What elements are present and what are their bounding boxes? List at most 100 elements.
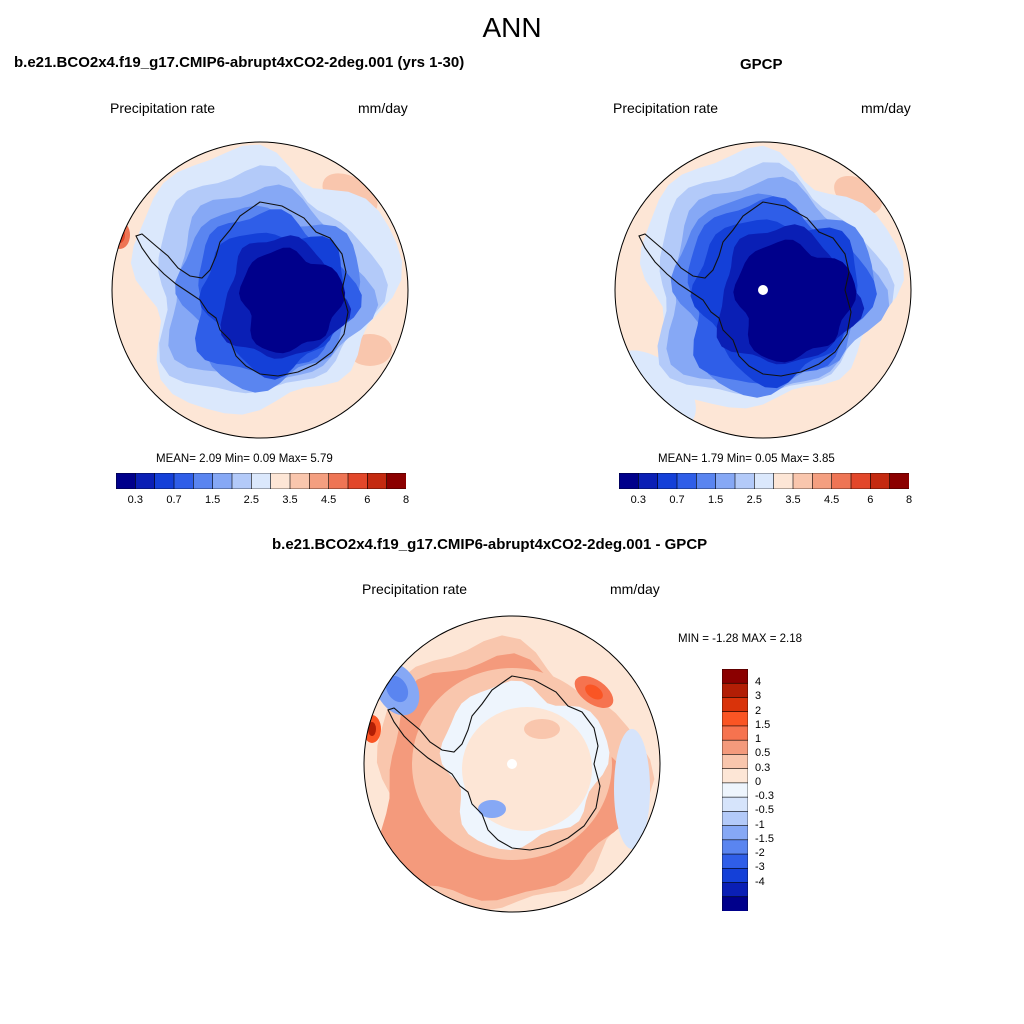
panel-1-colorbar-box: [328, 473, 349, 489]
panel-3-colorbar-box: [722, 711, 748, 727]
panel-3-colorbar-box: [722, 768, 748, 784]
panel-2-pole-missing: [758, 285, 768, 295]
panel-2-stats: MEAN= 1.79 Min= 0.05 Max= 3.85: [658, 453, 835, 465]
panel-1-colorbar-box: [212, 473, 233, 489]
panel-3-variable-label: Precipitation rate: [362, 581, 468, 597]
panel-2-colorbar-box: [754, 473, 775, 489]
panel-3-colorbar-tick-label: 1: [755, 733, 762, 746]
panel-1-antarctica-coastline: [135, 201, 349, 377]
panel-1-colorbar-box: [386, 473, 406, 489]
panel-2-colorbar-box: [619, 473, 640, 489]
panel-3-colorbar-tick-label: 4: [755, 676, 762, 689]
panel-2-colorbar: [619, 473, 909, 489]
panel-2-title: GPCP: [740, 56, 783, 73]
panel-1-colorbar-ticks: 0.3 0.7 1.5 2.5 3.5 4.5 6 8: [116, 494, 409, 508]
panel-2-units-label: mm/day: [861, 100, 911, 116]
panel-2-colorbar-box: [657, 473, 678, 489]
panel-2-colorbar-box: [792, 473, 814, 489]
panel-3-polar-map: [363, 615, 661, 913]
panel-3-colorbar-box: [722, 811, 748, 827]
panel-3-precip-field: [585, 684, 603, 700]
panel-1-stats: MEAN= 2.09 Min= 0.09 Max= 5.79: [156, 453, 333, 465]
panel-3-colorbar-box: [722, 867, 748, 884]
panel-3-colorbar-tick-label: -1: [755, 818, 765, 831]
panel-1-colorbar-box: [231, 473, 253, 489]
panel-2-colorbar-box: [734, 473, 756, 489]
panel-1-colorbar-tick-label: 4.5: [321, 494, 337, 506]
panel-2-colorbar-box: [676, 473, 698, 489]
panel-3-colorbar-ticks: 4 3 2 1.5 1 0.5 0.3 0 -0.3 -0.5 -1 -1.5 -2 -3 -4: [755, 669, 795, 911]
panel-1-colorbar-box: [173, 473, 195, 489]
panel-3-precip-field: [368, 722, 376, 736]
panel-3-colorbar-box: [722, 825, 748, 841]
panel-3-precip-field: [524, 719, 560, 739]
panel-3-title: b.e21.BCO2x4.f19_g17.CMIP6-abrupt4xCO2-2…: [272, 536, 708, 553]
panel-1-colorbar-tick-label: 2.5: [243, 494, 259, 506]
panel-3-antarctica-coastline: [387, 675, 601, 851]
panel-2-colorbar-box: [889, 473, 909, 489]
panel-2-colorbar-box: [831, 473, 852, 489]
panel-3-colorbar-tick-label: 2: [755, 704, 762, 717]
panel-1-colorbar-box: [289, 473, 311, 489]
panel-1-colorbar-box: [367, 473, 388, 489]
panel-3-colorbar-box: [722, 853, 748, 869]
panel-3-colorbar-tick-label: -0.3: [755, 790, 774, 803]
panel-1-title: b.e21.BCO2x4.f19_g17.CMIP6-abrupt4xCO2-2…: [14, 54, 465, 71]
panel-2-colorbar-box: [696, 473, 717, 489]
panel-3-precip-field: [478, 800, 506, 818]
panel-1-colorbar-box: [116, 473, 137, 489]
panel-1-colorbar-tick-label: 0.3: [127, 494, 143, 506]
panel-2-colorbar-tick-label: 4.5: [824, 494, 840, 506]
panel-3-colorbar-box: [722, 782, 748, 798]
panel-3-colorbar-box: [722, 725, 748, 741]
panel-3-colorbar-box: [722, 839, 748, 855]
panel-2-colorbar-tick-label: 0.7: [669, 494, 685, 506]
panel-3-colorbar-tick-label: -4: [755, 875, 765, 888]
panel-2-colorbar-tick-label: 3.5: [785, 494, 801, 506]
panel-3-colorbar-box: [722, 882, 748, 898]
panel-2-antarctica-coastline: [638, 201, 852, 377]
panel-2-colorbar-ticks: 0.3 0.7 1.5 2.5 3.5 4.5 6 8: [619, 494, 912, 508]
panel-3-colorbar-tick-label: -1.5: [755, 832, 774, 845]
panel-1-precip-field: [239, 247, 346, 354]
panel-1-variable-label: Precipitation rate: [110, 100, 216, 116]
panel-3-map-boundary: [363, 615, 661, 913]
panel-1-colorbar-box: [270, 473, 291, 489]
panel-1-colorbar-box: [135, 473, 156, 489]
panel-3-colorbar-tick-label: 1.5: [755, 718, 771, 731]
panel-1-colorbar-tick-label: 6: [364, 494, 371, 506]
panel-3-precip-field: [385, 675, 409, 703]
panel-2-colorbar-tick-label: 1.5: [708, 494, 724, 506]
panel-3-colorbar-tick-label: -3: [755, 861, 765, 874]
panel-2-colorbar-box: [715, 473, 736, 489]
panel-1-polar-map: [111, 141, 409, 439]
panel-2-variable-label: Precipitation rate: [613, 100, 719, 116]
panel-2-colorbar-tick-label: 0.3: [630, 494, 646, 506]
panel-3-colorbar-box: [722, 796, 748, 813]
panel-3-colorbar-box: [722, 682, 748, 699]
panel-1-colorbar-tick-label: 3.5: [282, 494, 298, 506]
panel-2-polar-map: [614, 141, 912, 439]
panel-1-colorbar: [116, 473, 406, 489]
panel-3-colorbar-box: [722, 669, 748, 684]
panel-3-units-label: mm/day: [610, 581, 660, 597]
panel-1-colorbar-box: [347, 473, 369, 489]
panel-3-colorbar-box: [722, 754, 748, 770]
panel-3-colorbar-box: [722, 896, 748, 911]
panel-3-colorbar-tick-label: 0.3: [755, 761, 771, 774]
panel-3-colorbar-tick-label: 3: [755, 690, 762, 703]
panel-2-colorbar-tick-label: 2.5: [746, 494, 762, 506]
panel-3-colorbar-tick-label: -0.5: [755, 804, 774, 817]
panel-1-units-label: mm/day: [358, 100, 408, 116]
panel-3-colorbar-box: [722, 697, 748, 713]
panel-3-colorbar-tick-label: 0: [755, 775, 762, 788]
panel-2-colorbar-box: [850, 473, 872, 489]
panel-3-stats: MIN = -1.28 MAX = 2.18: [678, 633, 803, 645]
panel-3-colorbar-tick-label: 0.5: [755, 747, 771, 760]
panel-1-colorbar-box: [251, 473, 272, 489]
panel-1-colorbar-tick-label: 8: [402, 494, 410, 506]
panel-2-colorbar-box: [870, 473, 891, 489]
panel-1-map-boundary: [111, 141, 409, 439]
panel-1-colorbar-box: [193, 473, 214, 489]
panel-2-precip-field: [733, 239, 857, 363]
